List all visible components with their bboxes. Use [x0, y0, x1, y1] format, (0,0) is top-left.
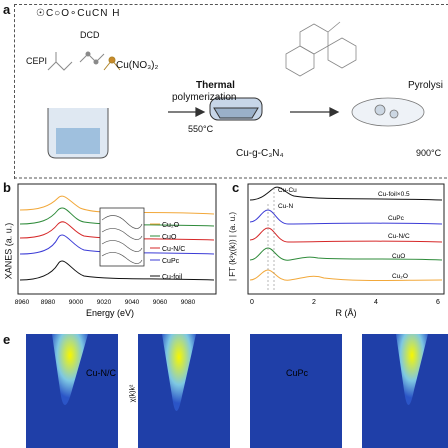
ft-curve-cunc [249, 227, 443, 243]
xanes-curve-cupc [19, 234, 215, 255]
xtick-8980: 8980 [41, 299, 56, 306]
wavelet-label-cunc: Cu-N/C [86, 368, 117, 378]
panel-a-frame [14, 4, 448, 179]
ft-xtick-2: 2 [312, 299, 316, 306]
ft-plot: Cu-Cu Cu-N Cu-foil×0.5 CuPc Cu-N/C CuO C… [247, 183, 445, 318]
xanes-curve-cuo [19, 207, 215, 227]
top-formula: ☉C○O∘CuCN H [36, 8, 121, 19]
legend-cu2o: Cu₂O [162, 222, 180, 229]
panel-c-letter: c [232, 180, 240, 195]
anno-cun: Cu-N [278, 203, 293, 210]
anno-cupc: CuPc [388, 215, 405, 222]
product-label: Cu-g-C₃N₄ [236, 148, 284, 159]
ft-xtick-6: 6 [436, 299, 440, 306]
xtick-9040: 9040 [125, 299, 140, 306]
ft-curve-cu2o [249, 269, 443, 281]
panel-a: a ☉C○O∘CuCN H [0, 0, 448, 180]
ft-xtick-4: 4 [374, 299, 378, 306]
thermal-line1: Thermal [196, 80, 235, 91]
cuno3-label: Cu(NO₃)₂ [116, 60, 159, 71]
panel-b-letter: b [3, 180, 11, 195]
wavelet-plots [26, 334, 448, 448]
dcd-label: DCD [80, 30, 100, 40]
ft-curve-cufoil [249, 186, 443, 201]
product-cloud [351, 97, 425, 127]
inset-curves [101, 215, 143, 264]
anno-cufoil: Cu-foil×0.5 [378, 191, 410, 198]
anno-cuo: CuO [392, 253, 405, 260]
wavelet-label-cupc: CuPc [286, 368, 309, 378]
xtick-9000: 9000 [69, 299, 84, 306]
flask [47, 108, 109, 159]
ft-xtick-0: 0 [250, 299, 254, 306]
dcd-molecule [79, 51, 105, 65]
ft-axes [247, 183, 445, 295]
xanes-xticks: 8960 8980 9000 9020 9040 9060 9080 [15, 299, 196, 306]
temp2: 900°C [416, 148, 442, 158]
xanes-xlabel: Energy (eV) [86, 308, 134, 318]
panel-b: b XANES (a. u.) Cu₂O CuO Cu-N/C CuPc Cu-… [0, 180, 228, 330]
ft-xticks: 0 2 4 6 [250, 299, 440, 306]
ft-xlabel: R (Å) [336, 308, 357, 318]
xanes-axes [17, 183, 217, 295]
cu-molecule [103, 56, 121, 71]
xanes-inset [99, 207, 145, 267]
thermal-line2: polymerization [172, 92, 237, 103]
ft-annotations: Cu-Cu Cu-N Cu-foil×0.5 CuPc Cu-N/C CuO C… [278, 187, 410, 280]
ft-curve-cupc [249, 209, 443, 225]
temp1: 550°C [188, 124, 214, 134]
boat [209, 97, 263, 121]
wavelet-ylabel: χ(k)k² [129, 384, 137, 403]
panel-c: c | FT (k³χ(k)) | (a. u.) Cu-Cu Cu-N Cu-… [228, 180, 448, 330]
network-molecule [285, 21, 357, 77]
xtick-8960: 8960 [15, 299, 30, 306]
arrows [168, 107, 340, 117]
pyrolysis-label: Pyrolysi [408, 80, 444, 91]
wavelet-blob-1 [52, 334, 88, 405]
xtick-9060: 9060 [153, 299, 168, 306]
wavelet-blob-2 [162, 334, 196, 411]
anno-cucu: Cu-Cu [278, 187, 297, 194]
panel-e: e Cu-N/C CuPc χ(k)k² [0, 330, 448, 448]
xtick-9080: 9080 [181, 299, 196, 306]
anno-cunc: Cu-N/C [388, 233, 410, 240]
anno-cu2o: Cu₂O [392, 273, 408, 280]
cepi-label: CEPI [26, 56, 48, 66]
ft-curve-cuo [249, 247, 443, 261]
molecule-graphics [14, 21, 448, 179]
wavelet-bg-3 [250, 334, 342, 448]
cepi-molecule [47, 52, 73, 71]
legend-cupc: CuPc [162, 258, 180, 265]
legend-cunc: Cu-N/C [162, 246, 185, 253]
legend-cufoil: Cu-foil [162, 274, 183, 281]
panel-e-letter: e [3, 332, 11, 347]
wavelet-blob-4 [396, 334, 428, 405]
legend-cuo: CuO [162, 234, 177, 241]
xanes-plot: Cu₂O CuO Cu-N/C CuPc Cu-foil 8960 8980 9… [15, 183, 217, 318]
xanes-curve-cufoil [19, 260, 215, 281]
xanes-legend: Cu₂O CuO Cu-N/C CuPc Cu-foil [150, 222, 185, 281]
panel-a-letter: a [3, 2, 11, 17]
xtick-9020: 9020 [97, 299, 112, 306]
xanes-curve-cunc [19, 221, 215, 241]
